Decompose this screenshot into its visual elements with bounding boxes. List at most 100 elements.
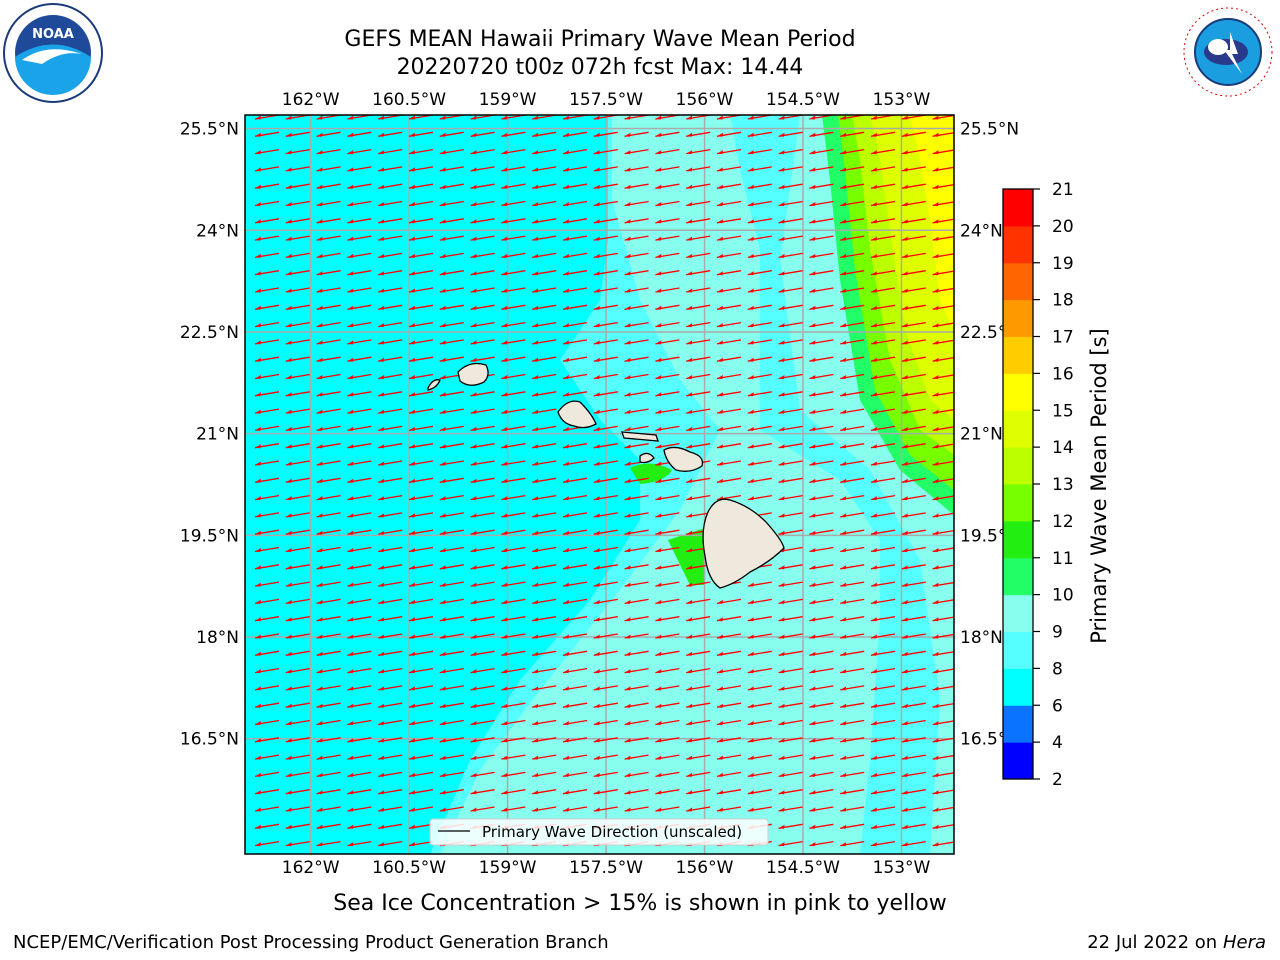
wave-arrow xyxy=(593,581,618,587)
wave-arrow xyxy=(562,581,588,587)
wave-arrow xyxy=(439,650,464,656)
wave-arrow xyxy=(778,183,803,189)
wave-arrow xyxy=(378,148,403,155)
wave-arrow xyxy=(840,321,865,328)
colorbar-block xyxy=(1003,520,1033,559)
wave-arrow xyxy=(470,494,495,501)
wave-arrow xyxy=(532,391,557,397)
wave-arrow xyxy=(285,200,310,207)
wave-arrow xyxy=(932,806,954,812)
wave-arrow xyxy=(470,512,495,518)
wave-arrow xyxy=(778,339,803,345)
wave-arrow xyxy=(932,841,954,847)
wave-arrow xyxy=(870,408,896,414)
wave-arrow xyxy=(501,425,526,432)
wave-arrow xyxy=(408,373,434,380)
wave-arrow xyxy=(809,304,834,310)
wave-arrow xyxy=(285,737,310,743)
wave-arrow xyxy=(378,771,403,778)
wave-arrow xyxy=(716,200,742,207)
wave-arrow xyxy=(408,200,434,207)
wave-arrow xyxy=(747,581,772,587)
wave-arrow xyxy=(901,840,926,847)
wave-arrow xyxy=(285,183,310,189)
wave-arrow xyxy=(408,391,434,397)
wave-arrow xyxy=(285,667,310,674)
wave-arrow xyxy=(870,840,896,847)
wave-arrow xyxy=(285,356,310,362)
lat-label-left: 19.5°N xyxy=(180,526,239,546)
wave-arrow xyxy=(840,408,865,414)
wave-arrow xyxy=(470,287,495,293)
wave-arrow xyxy=(532,131,557,137)
wave-arrow xyxy=(932,685,954,691)
wave-arrow xyxy=(593,443,618,449)
wave-arrow xyxy=(347,667,372,674)
wave-arrow xyxy=(254,131,280,137)
wave-arrow xyxy=(593,598,618,605)
wave-arrow xyxy=(932,824,954,829)
wave-arrow xyxy=(716,321,742,328)
wave-arrow xyxy=(532,235,557,241)
wave-arrow xyxy=(347,218,372,224)
wave-arrow xyxy=(532,581,557,587)
island-molokai xyxy=(621,431,659,442)
wave-arrow xyxy=(501,270,526,276)
wave-arrow xyxy=(624,218,649,224)
lat-label-left: 21°N xyxy=(196,425,239,445)
wave-arrow xyxy=(316,771,341,778)
wave-arrow xyxy=(470,529,495,535)
wave-arrow xyxy=(809,235,834,241)
wave-arrow xyxy=(285,304,310,310)
wave-arrow xyxy=(747,685,772,691)
wave-arrow xyxy=(686,148,711,155)
wave-arrow xyxy=(747,356,772,362)
colorbar-block xyxy=(1003,447,1033,485)
wave-arrow xyxy=(901,356,926,362)
colorbar-blocks xyxy=(1003,189,1033,780)
wave-arrow xyxy=(716,425,742,432)
wave-arrow xyxy=(716,131,742,137)
wave-arrow xyxy=(562,218,588,224)
wave-arrow xyxy=(870,252,896,259)
wave-arrow xyxy=(809,425,834,432)
wave-arrow xyxy=(501,512,526,518)
wave-arrow xyxy=(285,321,310,328)
wave-arrow xyxy=(809,581,834,587)
wave-arrow xyxy=(778,200,803,207)
wave-arrow xyxy=(840,183,865,189)
colorbar-tick-label: 14 xyxy=(1052,438,1074,458)
wave-arrow xyxy=(532,719,557,726)
wave-arrow xyxy=(840,564,865,570)
wave-arrow xyxy=(840,719,865,726)
wave-arrow xyxy=(809,321,834,328)
wave-arrow xyxy=(532,148,557,155)
wave-arrow xyxy=(316,356,341,362)
wave-arrow xyxy=(593,737,618,743)
wave-arrow xyxy=(686,512,711,518)
wave-arrow xyxy=(254,823,280,829)
wave-arrow xyxy=(347,546,372,553)
wave-arrow xyxy=(778,270,803,276)
wave-arrow xyxy=(285,270,310,276)
graticule xyxy=(245,115,954,854)
wave-arrow xyxy=(408,667,434,674)
wave-arrow xyxy=(562,719,588,726)
wave-arrow xyxy=(932,201,954,207)
wave-arrow xyxy=(501,218,526,224)
wave-arrow xyxy=(870,183,896,189)
sea-ice-note: Sea Ice Concentration > 15% is shown in … xyxy=(333,891,947,916)
wave-arrow xyxy=(870,564,896,570)
wave-arrow xyxy=(686,252,711,259)
wave-arrow xyxy=(624,339,649,345)
wave-arrow xyxy=(470,408,495,414)
wave-arrow xyxy=(347,616,372,622)
wave-arrow xyxy=(686,408,711,414)
wave-arrow xyxy=(747,650,772,656)
wave-arrow xyxy=(809,391,834,397)
wave-arrow xyxy=(655,719,680,726)
wave-arrow xyxy=(254,304,280,310)
wave-arrow xyxy=(901,391,926,397)
wave-arrow xyxy=(809,789,834,795)
wave-arrow xyxy=(624,806,649,812)
